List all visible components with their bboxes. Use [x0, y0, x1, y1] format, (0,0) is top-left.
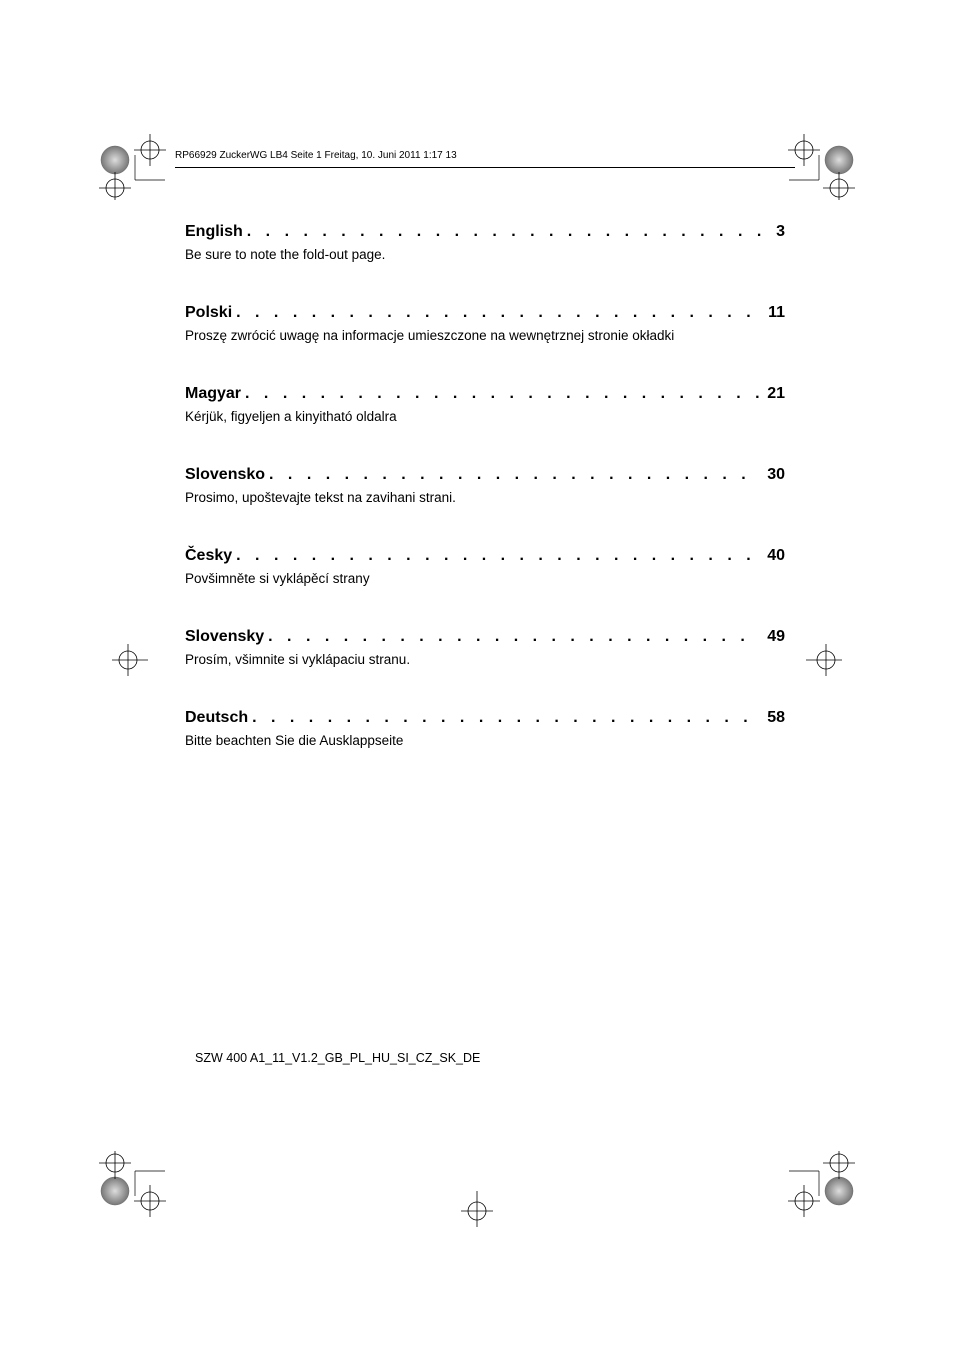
toc-title: Slovensko [185, 466, 265, 484]
printer-mark-tl [95, 110, 185, 200]
toc-line: Magyar. . . . . . . . . . . . . . . . . … [185, 385, 785, 403]
toc-dots: . . . . . . . . . . . . . . . . . . . . … [265, 466, 759, 484]
toc-subtitle: Bitte beachten Sie die Ausklappseite [185, 733, 785, 748]
toc-line: Deutsch. . . . . . . . . . . . . . . . .… [185, 709, 785, 727]
toc-title: Slovensky [185, 628, 264, 646]
toc-dots: . . . . . . . . . . . . . . . . . . . . … [241, 385, 759, 403]
toc-entry: Slovensky. . . . . . . . . . . . . . . .… [185, 628, 785, 667]
toc-page-number: 21 [759, 385, 785, 403]
toc-dots: . . . . . . . . . . . . . . . . . . . . … [264, 628, 759, 646]
toc-subtitle: Kérjük, figyeljen a kinyitható oldalra [185, 409, 785, 424]
toc-title: Česky [185, 547, 232, 565]
toc-line: Slovensky. . . . . . . . . . . . . . . .… [185, 628, 785, 646]
table-of-contents: English. . . . . . . . . . . . . . . . .… [175, 223, 795, 748]
toc-page-number: 58 [759, 709, 785, 727]
header-filename: RP66929 ZuckerWG LB4 Seite 1 Freitag, 10… [175, 150, 795, 161]
toc-page-number: 30 [759, 466, 785, 484]
toc-subtitle: Povšimněte si vyklápěcí strany [185, 571, 785, 586]
toc-subtitle: Prosím, všimnite si vyklápaciu stranu. [185, 652, 785, 667]
toc-line: Polski . . . . . . . . . . . . . . . . .… [185, 304, 785, 322]
toc-subtitle: Be sure to note the fold-out page. [185, 247, 785, 262]
printer-mark-br [769, 1151, 859, 1241]
toc-page-number: 11 [760, 304, 785, 322]
toc-title: English [185, 223, 243, 241]
toc-page-number: 40 [759, 547, 785, 565]
page-content: RP66929 ZuckerWG LB4 Seite 1 Freitag, 10… [175, 150, 795, 1105]
toc-entry: Magyar. . . . . . . . . . . . . . . . . … [185, 385, 785, 424]
toc-entry: Polski . . . . . . . . . . . . . . . . .… [185, 304, 785, 343]
printer-mark-bl [95, 1151, 185, 1241]
toc-title: Polski [185, 304, 232, 322]
toc-page-number: 3 [768, 223, 785, 241]
footer-version: SZW 400 A1_11_V1.2_GB_PL_HU_SI_CZ_SK_DE [195, 1051, 480, 1065]
toc-line: Slovensko. . . . . . . . . . . . . . . .… [185, 466, 785, 484]
toc-dots: . . . . . . . . . . . . . . . . . . . . … [243, 223, 768, 241]
toc-entry: English. . . . . . . . . . . . . . . . .… [185, 223, 785, 262]
toc-line: English. . . . . . . . . . . . . . . . .… [185, 223, 785, 241]
toc-subtitle: Proszę zwrócić uwagę na informacje umies… [185, 328, 785, 343]
printer-mark-mr [806, 640, 846, 680]
toc-dots: . . . . . . . . . . . . . . . . . . . . … [248, 709, 759, 727]
printer-mark-mb [457, 1191, 497, 1231]
toc-dots: . . . . . . . . . . . . . . . . . . . . … [232, 304, 760, 322]
toc-entry: Slovensko. . . . . . . . . . . . . . . .… [185, 466, 785, 505]
toc-line: Česky . . . . . . . . . . . . . . . . . … [185, 547, 785, 565]
header-rule [175, 167, 795, 168]
toc-entry: Deutsch. . . . . . . . . . . . . . . . .… [185, 709, 785, 748]
toc-dots: . . . . . . . . . . . . . . . . . . . . … [232, 547, 759, 565]
toc-subtitle: Prosimo, upoštevajte tekst na zavihani s… [185, 490, 785, 505]
toc-title: Magyar [185, 385, 241, 403]
toc-entry: Česky . . . . . . . . . . . . . . . . . … [185, 547, 785, 586]
printer-mark-ml [108, 640, 148, 680]
toc-page-number: 49 [759, 628, 785, 646]
toc-title: Deutsch [185, 709, 248, 727]
